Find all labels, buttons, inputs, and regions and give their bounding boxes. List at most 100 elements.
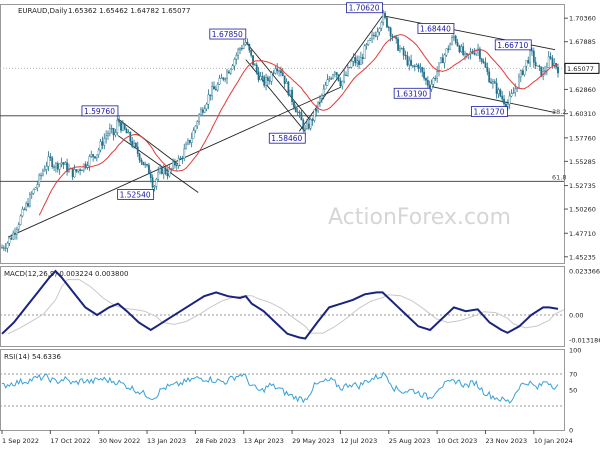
candle-body [196,121,199,127]
candle-body [103,138,106,146]
candle-body [438,62,440,72]
candle-body [15,229,18,235]
candle-body [222,77,225,80]
candle-body [363,45,366,59]
candle-body [174,161,176,166]
candle-body [518,76,520,89]
candle-body [359,57,362,65]
price-tick-label: 1.47710 [569,230,596,238]
candle-body [229,68,232,74]
candle-body [190,138,193,143]
rsi-line [1,371,559,404]
candle-body [240,48,243,50]
candle-body [281,72,284,76]
candle-body [168,169,171,177]
candle-body [235,55,238,60]
candle-body [278,70,280,72]
rsi-tick-label: 100 [569,347,581,355]
price-tick-label: 1.70360 [569,15,596,23]
current-price-box [564,62,600,74]
candle-body [4,247,7,249]
x-tick-label: 17 Oct 2022 [50,437,90,445]
annotation-box [117,189,155,200]
candle-body [486,67,489,73]
candle-body [432,78,435,85]
candle-body [107,133,109,137]
candle-body [404,54,407,56]
candle-body [136,146,139,154]
candle-body [510,93,513,97]
candle-body [425,78,427,81]
candle-body [361,57,364,59]
annotation-box [494,39,532,51]
annotation-box [268,132,306,144]
candle-body [551,58,554,66]
candle-body [77,169,80,172]
candle-body [439,57,442,64]
rsi-tick-label: 0 [569,427,573,435]
candle-body [211,86,214,97]
candle-body [188,139,191,143]
moving-average-line [38,34,559,216]
candle-body [287,81,290,96]
candle-body [337,74,340,81]
candle-body [523,65,526,75]
candle-body [516,87,518,90]
candle-body [547,56,550,68]
candle-body [8,237,11,244]
candle-body [341,80,344,87]
candle-body [480,58,483,62]
annotation-box [393,87,431,99]
candle-body [6,242,9,249]
annotation-label: 1.70620 [349,4,380,13]
price-panel-frame [0,4,565,264]
candle-body [482,61,485,63]
candle-body [322,88,325,96]
candle-body [17,224,20,230]
candle-body [2,247,5,249]
x-tick-label: 29 May 2023 [292,437,334,445]
price-tick-label: 1.52735 [569,182,596,190]
candle-body [475,50,478,55]
candle-body [514,88,517,94]
rsi-label: RSI(14) 54.6336 [4,353,61,361]
candle-body [51,157,54,167]
candle-body [268,80,271,82]
candle-body [237,49,240,56]
candle-body [304,128,307,130]
candle-body [21,208,24,217]
candle-body [216,84,219,91]
candle-body [201,109,204,113]
candle-body [350,61,353,68]
candle-body [261,76,264,78]
fib-level-label: 61.8 [552,173,566,181]
candle-body [280,70,282,74]
candle-body [462,46,465,55]
annotation-label: 1.61270 [473,108,504,117]
annotation-label: 1.67850 [212,30,243,39]
macd-tick-label: -0.013186 [569,336,600,344]
candle-body [181,157,184,159]
candle-body [12,232,15,240]
candle-body [367,40,370,45]
price-tick-label: 1.45235 [569,253,596,261]
candle-body [324,85,327,90]
annotation-label: 1.68440 [420,24,451,33]
candle-body [244,42,247,45]
candle-body [319,98,321,103]
candle-body [49,156,52,159]
x-tick-label: 30 Nov 2022 [99,437,141,445]
candle-body [291,89,293,103]
candle-body [289,89,292,96]
candle-body [406,55,409,66]
candle-body [94,156,96,159]
candle-body [317,102,320,112]
trendline [430,85,556,114]
price-tick-label: 1.50260 [569,206,596,214]
annotation-box [346,2,383,14]
candle-body [175,165,178,167]
candle-body [538,65,541,67]
candle-body [447,48,450,50]
candle-body [391,35,394,38]
trendline [245,59,306,133]
